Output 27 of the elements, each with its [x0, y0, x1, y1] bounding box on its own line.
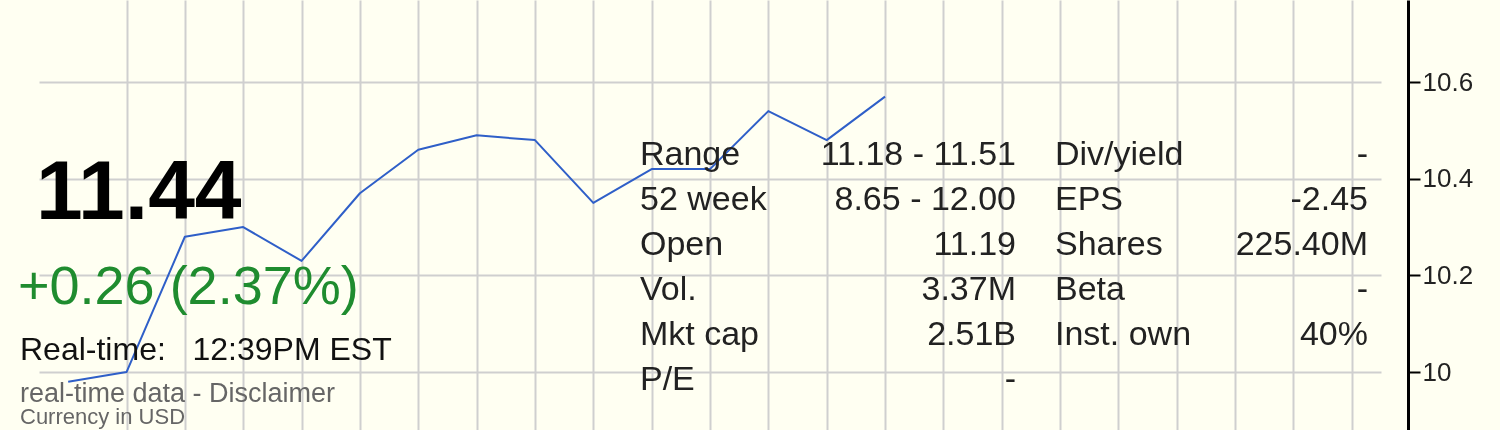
- annotation: 40%: [1299, 314, 1368, 352]
- annotation: 11.19: [933, 224, 1016, 262]
- annotation: 3.37M: [921, 269, 1016, 307]
- annotation: P/E: [640, 359, 695, 397]
- annotation: Div/yield: [1055, 134, 1184, 172]
- annotation: -: [1356, 269, 1368, 307]
- annotation: -2.45: [1290, 179, 1368, 217]
- annotation: EPS: [1055, 179, 1124, 217]
- annotation: Beta: [1055, 269, 1125, 307]
- annotation: Inst. own: [1055, 314, 1192, 352]
- y-tick-label: 10.2: [1422, 259, 1474, 290]
- annotation: 225.40M: [1235, 224, 1368, 262]
- annotation: Open: [640, 224, 724, 262]
- text: +0.26 (2.37%): [18, 255, 359, 315]
- annotation: Vol.: [640, 269, 697, 307]
- y-tick-label: 10.4: [1422, 163, 1474, 194]
- text: 11.44: [36, 143, 242, 237]
- annotation: 2.51B: [927, 314, 1016, 352]
- annotation: Shares: [1055, 224, 1163, 262]
- annotation: Mkt cap: [640, 314, 760, 352]
- annotation: -: [1004, 359, 1016, 397]
- annotation: 8.65 - 12.00: [834, 179, 1016, 217]
- annotation: 52 week: [640, 179, 767, 217]
- y-tick-label: 10.6: [1422, 66, 1474, 97]
- annotation: -: [1356, 134, 1368, 172]
- y-tick-label: 10: [1422, 356, 1452, 387]
- annotation: 11.18 - 11.51: [820, 134, 1016, 172]
